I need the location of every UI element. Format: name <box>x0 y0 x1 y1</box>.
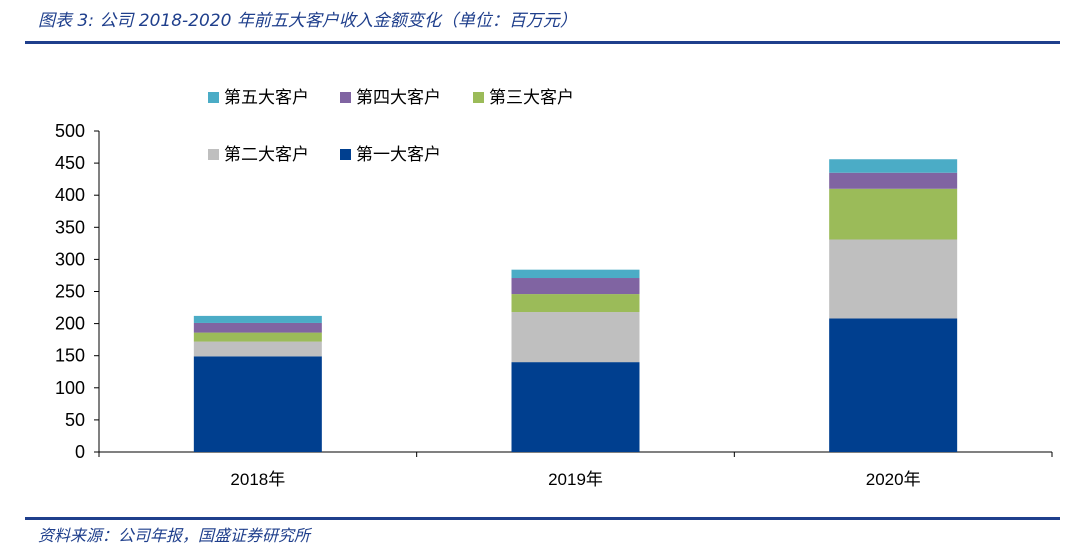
legend-swatch <box>208 92 219 103</box>
y-tick-label: 300 <box>55 249 85 269</box>
legend-swatch <box>340 149 351 160</box>
chart-bars <box>193 159 958 452</box>
x-category-label: 2019年 <box>548 470 603 489</box>
bar-segment-4-1 <box>193 322 322 333</box>
y-tick-label: 50 <box>65 410 85 430</box>
x-category-label: 2018年 <box>230 470 285 489</box>
legend-label: 第二大客户 <box>224 145 309 165</box>
legend-label: 第四大客户 <box>356 88 441 108</box>
bar-segment-5-1 <box>193 315 322 323</box>
bar-segment-5-3 <box>829 159 958 173</box>
bar-segment-4-2 <box>511 278 640 295</box>
bar-segment-1-2 <box>511 362 640 452</box>
y-tick-label: 450 <box>55 153 85 173</box>
bar-segment-2-3 <box>829 239 958 319</box>
bar-segment-3-3 <box>829 188 958 240</box>
legend-label: 第五大客户 <box>224 88 309 108</box>
y-tick-label: 250 <box>55 282 85 302</box>
figure-title: 图表 3: 公司 2018-2020 年前五大客户收入金额变化（单位：百万元） <box>38 11 577 31</box>
stacked-bar-chart: 0 50 100 150 200 250 300 350 400 450 500 2018年 2019年… <box>55 88 1053 489</box>
y-tick-label: 100 <box>55 378 85 398</box>
y-tick-label: 500 <box>55 121 85 141</box>
bar-segment-3-2 <box>511 294 640 313</box>
bar-segment-4-3 <box>829 172 958 189</box>
bar-segment-2-2 <box>511 312 640 363</box>
bar-segment-3-1 <box>193 332 322 342</box>
bar-segment-1-3 <box>829 318 958 452</box>
bar-segment-2-1 <box>193 341 322 357</box>
legend-label: 第三大客户 <box>489 88 574 108</box>
legend-label: 第一大客户 <box>356 145 441 165</box>
y-tick-label: 200 <box>55 314 85 334</box>
bar-segment-1-1 <box>193 356 322 452</box>
figure-source: 资料来源：公司年报，国盛证券研究所 <box>38 526 311 545</box>
y-tick-label: 350 <box>55 217 85 237</box>
legend-swatch <box>208 149 219 160</box>
title-divider <box>25 41 1060 44</box>
y-tick-label: 150 <box>55 346 85 366</box>
legend-swatch <box>473 92 484 103</box>
y-tick-label: 400 <box>55 185 85 205</box>
source-divider <box>25 517 1060 520</box>
x-category-label: 2020年 <box>866 470 921 489</box>
legend-swatch <box>340 92 351 103</box>
chart-axes: 0 50 100 150 200 250 300 350 400 450 500 2018年 2019年… <box>55 121 1053 489</box>
bar-segment-5-2 <box>511 269 640 279</box>
y-tick-label: 0 <box>75 442 85 462</box>
